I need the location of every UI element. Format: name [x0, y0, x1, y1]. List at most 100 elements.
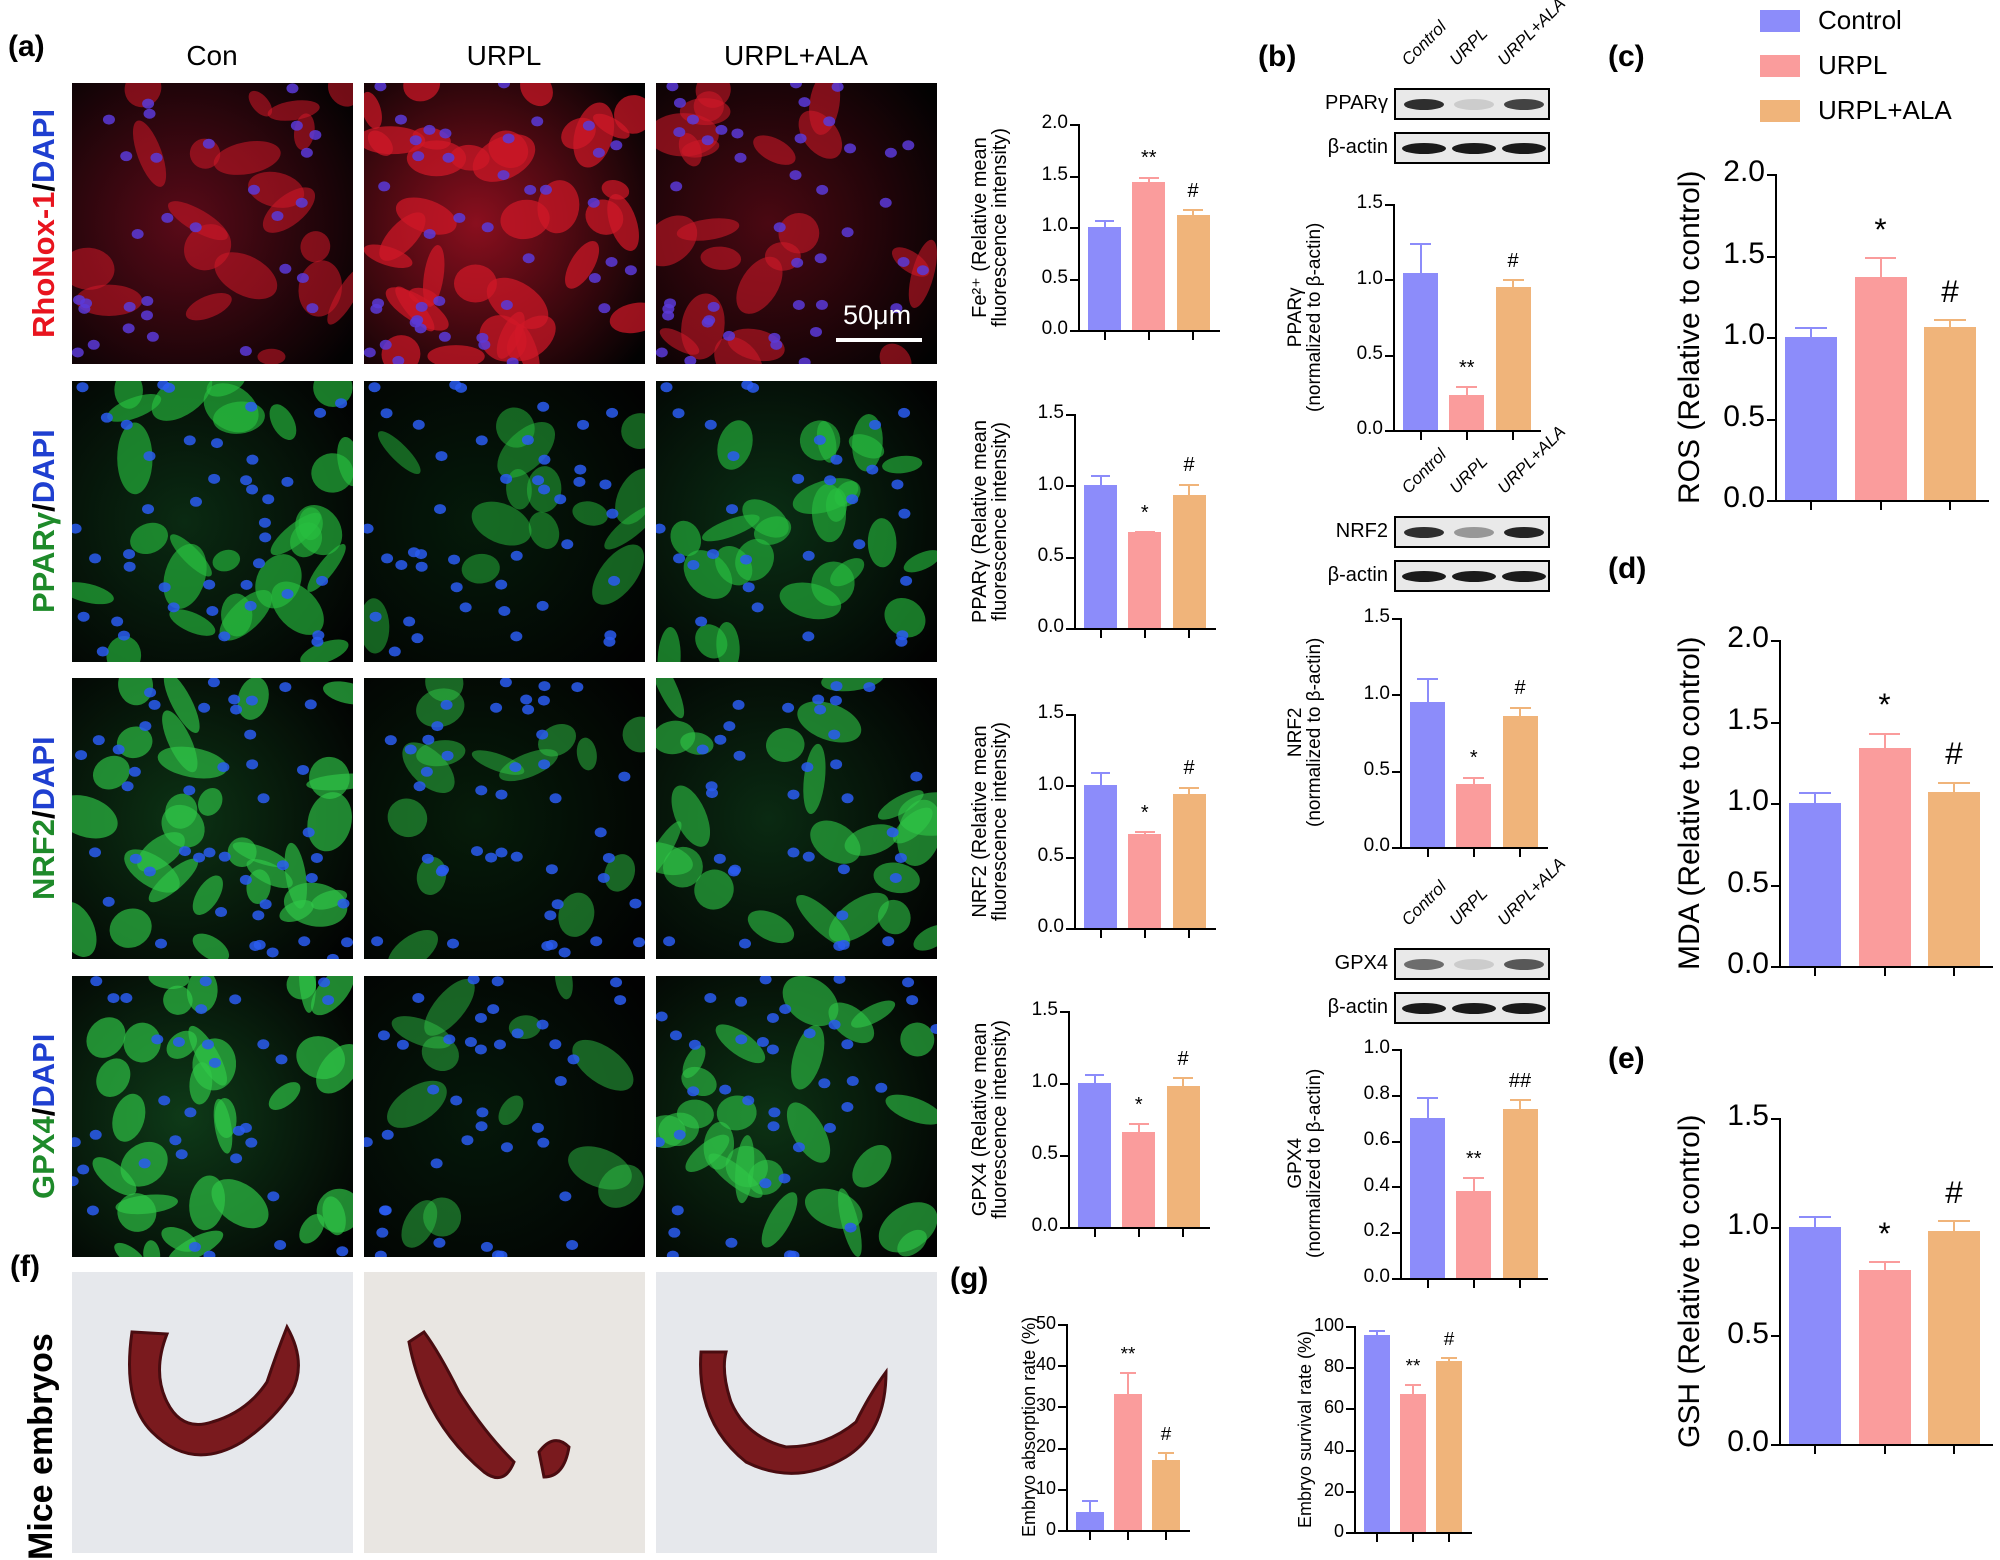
y-axis-label-line: GSH (Relative to control) [1673, 1114, 1706, 1448]
y-tick-label: 1.0 [1037, 773, 1064, 795]
x-tick [1953, 966, 1955, 976]
significance-marker: # [1177, 1047, 1189, 1070]
bar-control [1076, 1511, 1104, 1530]
error-cap [1502, 279, 1524, 282]
lane-label-urplala: URPL+ALA [1493, 422, 1570, 498]
y-axis [1068, 1011, 1070, 1229]
error-bar [1192, 209, 1194, 215]
significance-marker: # [1945, 735, 1963, 772]
y-axis-label-line: (normalized to β-actin) [1304, 637, 1325, 827]
y-tick-label: 1.5 [1041, 163, 1068, 185]
bar-urpl [1114, 1394, 1142, 1530]
y-tick-label: 0.8 [1363, 1083, 1390, 1105]
bar-control [1403, 273, 1438, 430]
embryo-photo-con [72, 1272, 353, 1553]
error-cap [1090, 772, 1111, 775]
y-tick-label: 0.4 [1363, 1174, 1390, 1196]
error-cap [1094, 219, 1115, 222]
y-axis-label-line: Embryo absorption rate (%) [1019, 1316, 1039, 1537]
x-tick [1879, 500, 1882, 510]
blot-gpx4 [1394, 948, 1550, 980]
error-cap [1864, 257, 1897, 260]
bar-urplala [1502, 1108, 1538, 1278]
error-bar [1093, 1074, 1096, 1083]
panel-letter-d: (d) [1608, 552, 1647, 585]
micrograph-urpl-rhonox1 [364, 83, 645, 364]
y-axis-label-line: GPX4 [1285, 1137, 1306, 1189]
error-bar [1089, 1499, 1091, 1512]
y-tick [1070, 175, 1078, 178]
y-tick [1385, 204, 1393, 206]
error-cap [1157, 1451, 1175, 1454]
error-cap [1799, 1215, 1831, 1218]
x-tick [1814, 966, 1816, 976]
micrograph-urplala-ppar [656, 381, 937, 662]
error-bar [1426, 1097, 1429, 1118]
x-axis [1385, 430, 1541, 432]
band [1502, 1003, 1546, 1014]
legend-label-urplala: URPL+ALA [1818, 95, 1952, 125]
error-cap [1183, 209, 1203, 212]
stain-name: RhoNox-1 [26, 191, 61, 338]
error-bar [1519, 1099, 1521, 1109]
legend-swatch-control [1760, 10, 1800, 32]
column-header-urpl-ala: URPL+ALA [724, 40, 868, 71]
y-tick-label: 30 [1035, 1395, 1056, 1416]
error-cap [1128, 1123, 1149, 1126]
error-cap [1938, 1220, 1970, 1223]
error-cap [1134, 830, 1155, 833]
error-cap [1799, 791, 1831, 794]
y-tick [1392, 1094, 1400, 1097]
row-label-gpx4: GPX4/DAPI [26, 1033, 62, 1198]
significance-marker: ** [1120, 1344, 1136, 1366]
y-axis-label: GSH (Relative to control) [1673, 1114, 1706, 1448]
y-tick-label: 0.0 [1037, 916, 1064, 938]
x-tick [1953, 1444, 1955, 1454]
y-axis-label: Embryo absorption rate (%) [1019, 1316, 1039, 1537]
y-tick [1070, 227, 1078, 229]
y-tick-label: 0.5 [1363, 758, 1390, 780]
significance-marker: * [1134, 1093, 1143, 1116]
significance-marker: # [1183, 757, 1195, 780]
lane-label-urplala: URPL+ALA [1493, 854, 1570, 930]
y-tick-label: 1.0 [1727, 1208, 1769, 1242]
x-tick [1419, 430, 1422, 440]
y-tick-label: 0.0 [1037, 616, 1064, 638]
error-bar [1949, 319, 1951, 328]
blot-beta-actin [1394, 992, 1550, 1024]
panel-letter-c: (c) [1608, 40, 1645, 73]
y-tick-label: 1.0 [1363, 1037, 1390, 1059]
significance-marker: # [1514, 677, 1526, 700]
error-bar [1412, 1383, 1414, 1394]
y-tick-label: 1.5 [1037, 402, 1064, 424]
y-tick-label: 1.5 [1037, 702, 1064, 724]
y-tick-label: 1.0 [1356, 267, 1383, 289]
band [1402, 1003, 1446, 1014]
error-bar [1519, 706, 1521, 716]
x-tick [1519, 1278, 1521, 1288]
y-tick [1066, 414, 1074, 416]
y-axis-label: GPX4 (normalized to β-actin) [1285, 1069, 1325, 1258]
y-tick [1771, 721, 1779, 724]
x-tick [1426, 847, 1429, 857]
y-tick [1346, 1449, 1354, 1452]
error-bar [1465, 386, 1468, 396]
y-axis-label-line: NRF2 (Relative mean [969, 724, 991, 918]
y-tick-label: 40 [1323, 1438, 1344, 1459]
error-bar [1512, 279, 1514, 287]
error-bar [1099, 475, 1102, 486]
x-tick [1165, 1530, 1167, 1540]
y-tick [1385, 279, 1393, 282]
x-tick [1127, 1530, 1129, 1540]
blot-label-loading: β-actin [1327, 564, 1388, 586]
x-axis [1771, 1444, 1993, 1446]
y-axis-label-line: Embryo survival rate (%) [1295, 1330, 1315, 1528]
error-cap [1417, 677, 1438, 680]
y-axis [1066, 1324, 1068, 1532]
y-tick [1346, 1490, 1354, 1493]
y-tick [1058, 1406, 1066, 1409]
lane-label-urplala: URPL+ALA [1493, 0, 1570, 70]
error-cap [1179, 786, 1199, 789]
error-bar [1165, 1451, 1167, 1460]
significance-marker: * [1878, 1214, 1891, 1251]
